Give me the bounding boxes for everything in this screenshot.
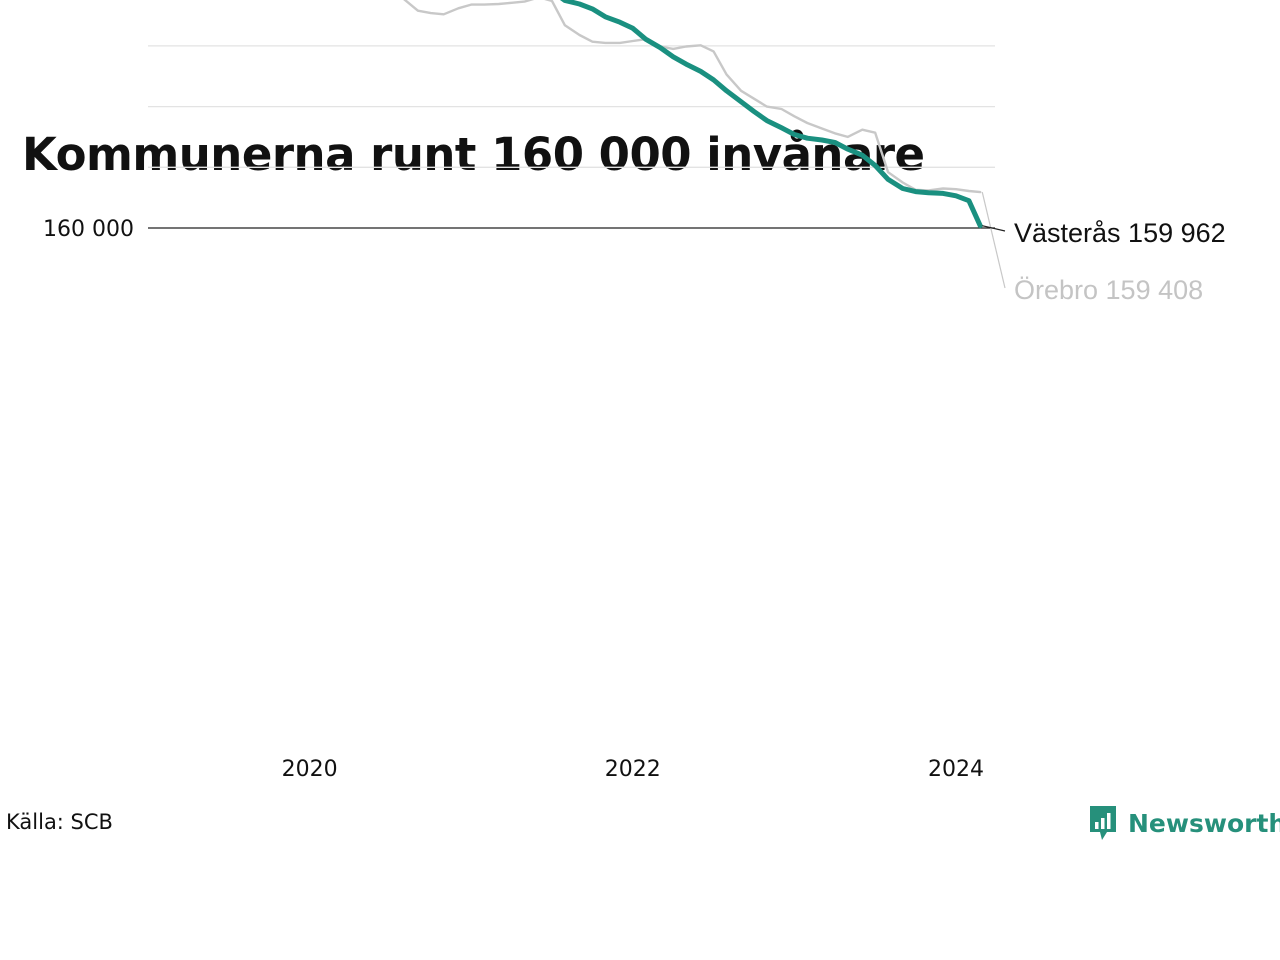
series-end-label: Västerås 159 962 [1014,218,1226,248]
leader-line-1 [982,225,1006,232]
source-note: Källa: SCB [6,810,113,834]
brand-logo: Newsworthy [1088,804,1280,842]
chart-svg: 160 000155 000 2020 2022 2024 Örebro 159 4… [43,0,1226,782]
chart-title: Kommunerna runt 160 000 invånare [22,128,925,181]
y-axis-ticks: 160 000155 000 [43,217,134,242]
series-end-label: Örebro 159 408 [1014,275,1203,305]
end-labels: Örebro 159 408 Västerås 159 962 [981,191,1226,305]
series-line-0 [403,0,982,194]
y-tick-label: 160 000 [43,217,134,242]
series-line-1 [559,0,983,229]
grid-lines [148,45,995,229]
brand-name: Newsworthy [1128,808,1280,838]
series-lines [403,0,983,229]
leader-line-0 [981,191,1006,289]
x-tick-label: 2024 [928,757,984,782]
chart-bars-icon [1090,806,1116,840]
x-axis-ticks: 2020 2022 2024 [282,757,984,782]
x-tick-label: 2022 [605,757,661,782]
x-tick-label: 2020 [282,757,338,782]
